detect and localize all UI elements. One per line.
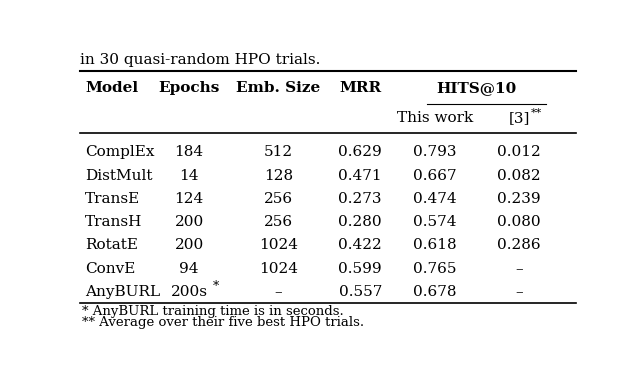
Text: 1024: 1024 [259, 238, 298, 252]
Text: 0.280: 0.280 [339, 215, 382, 229]
Text: –: – [515, 285, 523, 299]
Text: 512: 512 [264, 145, 293, 159]
Text: RotatE: RotatE [85, 238, 138, 252]
Text: 0.012: 0.012 [497, 145, 541, 159]
Text: 0.667: 0.667 [413, 169, 456, 183]
Text: 0.474: 0.474 [413, 192, 456, 206]
Text: 256: 256 [264, 215, 293, 229]
Text: 0.082: 0.082 [497, 169, 541, 183]
Text: Epochs: Epochs [159, 81, 220, 95]
Text: 0.793: 0.793 [413, 145, 456, 159]
Text: 256: 256 [264, 192, 293, 206]
Text: ** Average over their five best HPO trials.: ** Average over their five best HPO tria… [83, 315, 365, 329]
Text: –: – [515, 262, 523, 276]
Text: 0.557: 0.557 [339, 285, 382, 299]
Text: 0.080: 0.080 [497, 215, 541, 229]
Text: 0.629: 0.629 [339, 145, 382, 159]
Text: 14: 14 [179, 169, 199, 183]
Text: 0.239: 0.239 [497, 192, 541, 206]
Text: –: – [275, 285, 282, 299]
Text: 200: 200 [175, 215, 204, 229]
Text: MRR: MRR [339, 81, 381, 95]
Text: [3]: [3] [508, 111, 530, 125]
Text: 0.765: 0.765 [413, 262, 456, 276]
Text: 200s: 200s [171, 285, 207, 299]
Text: 0.471: 0.471 [339, 169, 382, 183]
Text: 1024: 1024 [259, 262, 298, 276]
Text: ComplEx: ComplEx [85, 145, 154, 159]
Text: 0.574: 0.574 [413, 215, 456, 229]
Text: 124: 124 [175, 192, 204, 206]
Text: 128: 128 [264, 169, 293, 183]
Text: in 30 quasi-random HPO trials.: in 30 quasi-random HPO trials. [80, 53, 321, 67]
Text: TransH: TransH [85, 215, 142, 229]
Text: ConvE: ConvE [85, 262, 135, 276]
Text: **: ** [531, 108, 542, 118]
Text: TransE: TransE [85, 192, 140, 206]
Text: 0.618: 0.618 [413, 238, 456, 252]
Text: 0.286: 0.286 [497, 238, 541, 252]
Text: 94: 94 [179, 262, 199, 276]
Text: Emb. Size: Emb. Size [236, 81, 321, 95]
Text: 0.678: 0.678 [413, 285, 456, 299]
Text: This work: This work [397, 111, 473, 125]
Text: 200: 200 [175, 238, 204, 252]
Text: 184: 184 [175, 145, 204, 159]
Text: 0.273: 0.273 [339, 192, 382, 206]
Text: Model: Model [85, 81, 138, 95]
Text: DistMult: DistMult [85, 169, 152, 183]
Text: *: * [213, 280, 220, 293]
Text: 0.422: 0.422 [339, 238, 382, 252]
Text: * AnyBURL training time is in seconds.: * AnyBURL training time is in seconds. [83, 306, 344, 318]
Text: AnyBURL: AnyBURL [85, 285, 160, 299]
Text: 0.599: 0.599 [339, 262, 382, 276]
Text: HITS@10: HITS@10 [436, 81, 517, 95]
